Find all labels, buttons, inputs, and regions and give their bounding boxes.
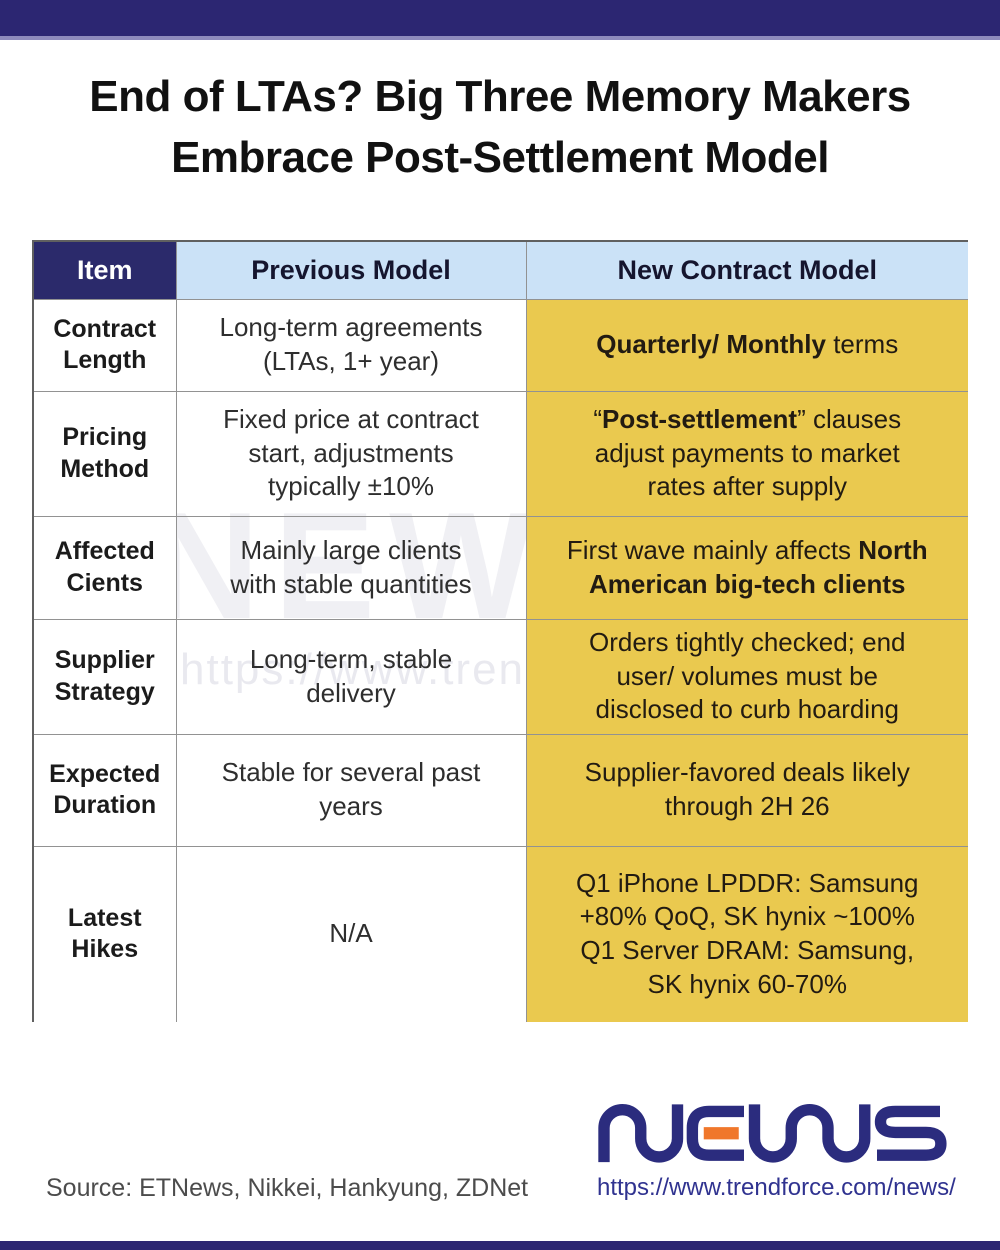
site-url-text: https://www.trendforce.com/news/: [597, 1174, 956, 1201]
table-body: Contract Length Long-term agreements (LTA…: [32, 298, 968, 1022]
logo-letter-w: [748, 1104, 871, 1163]
new-cell: Q1 iPhone LPDDR: Samsung +80% QoQ, SK hy…: [525, 845, 968, 1022]
logo-letter-e: [686, 1105, 744, 1161]
top-bar: [0, 0, 1000, 40]
new-cell: First wave mainly affects North American…: [525, 515, 968, 620]
previous-cell: Mainly large clients with stable quantit…: [175, 515, 527, 620]
item-cell: Pricing Method: [32, 390, 177, 517]
item-cell: Affected Cients: [32, 515, 177, 620]
previous-cell: Long-term, stable delivery: [175, 618, 527, 735]
new-cell: “Post-settlement” clauses adjust payment…: [525, 390, 968, 517]
table-row: Expected Duration Stable for several past…: [32, 733, 968, 847]
new-cell: Orders tightly checked; end user/ volume…: [525, 618, 968, 735]
previous-cell: Stable for several past years: [175, 733, 527, 847]
header-item: Item: [32, 240, 177, 300]
new-cell: Quarterly/ Monthly terms: [525, 298, 968, 392]
previous-cell: Long-term agreements (LTAs, 1+ year): [175, 298, 527, 392]
news-logo: [598, 1104, 947, 1163]
news-logo-letters: [598, 1104, 947, 1163]
item-cell: Contract Length: [32, 298, 177, 392]
logo-letter-s: [874, 1105, 947, 1161]
new-cell: Supplier-favored deals likely through 2H…: [525, 733, 968, 847]
item-cell: Latest Hikes: [32, 845, 177, 1022]
page-title: End of LTAs? Big Three Memory Makers Emb…: [0, 66, 1000, 188]
item-cell: Expected Duration: [32, 733, 177, 847]
table-row: Latest Hikes N/A Q1 iPhone LPDDR: Samsung …: [32, 845, 968, 1022]
logo-orange-dash: [703, 1127, 739, 1140]
header-new-contract-model: New Contract Model: [525, 240, 968, 300]
bottom-bar: [0, 1241, 1000, 1250]
header-previous-model: Previous Model: [175, 240, 527, 300]
logo-letter-n: [598, 1104, 684, 1163]
table-header-row: Item Previous Model New Contract Model: [32, 240, 968, 300]
table-row: Pricing Method Fixed price at contract st…: [32, 390, 968, 517]
table-row: Supplier Strategy Long-term, stable deliv…: [32, 618, 968, 735]
page-title-line2: Embrace Post-Settlement Model: [171, 133, 829, 182]
table-row: Affected Cients Mainly large clients with…: [32, 515, 968, 620]
page-title-line1: End of LTAs? Big Three Memory Makers: [89, 72, 911, 121]
table-row: Contract Length Long-term agreements (LTA…: [32, 298, 968, 392]
comparison-table-container: NEWS https://www.trendforce Item Previou…: [32, 240, 968, 1022]
previous-cell: Fixed price at contract start, adjustmen…: [175, 390, 527, 517]
item-cell: Supplier Strategy: [32, 618, 177, 735]
previous-cell: N/A: [175, 845, 527, 1022]
comparison-table: Item Previous Model New Contract Model C…: [32, 240, 968, 1022]
source-text: Source: ETNews, Nikkei, Hankyung, ZDNet: [46, 1174, 529, 1202]
